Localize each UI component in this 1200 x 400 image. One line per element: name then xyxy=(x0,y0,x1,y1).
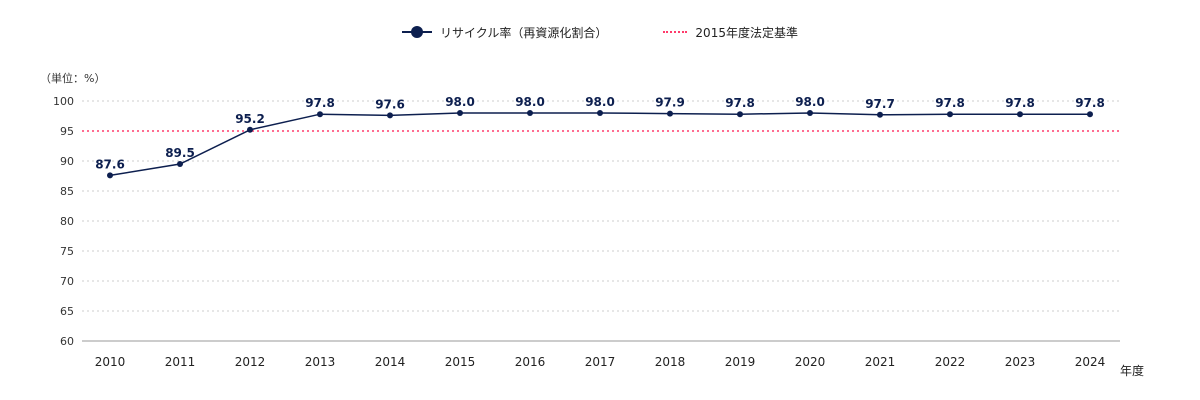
data-label: 97.9 xyxy=(655,96,685,110)
data-label: 98.0 xyxy=(585,95,615,109)
x-tick-label: 2011 xyxy=(165,355,196,369)
data-point xyxy=(1087,111,1093,118)
x-tick-label: 2017 xyxy=(585,355,616,369)
data-label: 97.8 xyxy=(725,96,755,110)
data-point xyxy=(247,126,253,133)
x-tick-label: 2023 xyxy=(1005,355,1036,369)
data-point xyxy=(457,110,463,116)
x-tick-label: 2012 xyxy=(235,355,266,369)
data-point xyxy=(597,110,603,116)
data-point xyxy=(947,111,953,118)
x-tick-label: 2018 xyxy=(655,355,686,369)
data-label: 97.8 xyxy=(935,96,965,110)
y-tick-label: 80 xyxy=(60,215,74,228)
y-tick-label: 95 xyxy=(60,125,74,138)
x-tick-label: 2016 xyxy=(515,355,546,369)
legend-item-series: リサイクル率（再資源化割合） xyxy=(402,24,607,41)
data-label: 89.5 xyxy=(165,146,195,160)
x-tick-label: 2024 xyxy=(1075,355,1106,369)
line-marker-icon xyxy=(402,26,433,38)
y-tick-label: 100 xyxy=(53,95,74,108)
data-point xyxy=(177,161,183,167)
data-label: 97.8 xyxy=(1075,96,1105,110)
data-point xyxy=(667,110,673,117)
data-point xyxy=(317,111,323,118)
data-label: 97.8 xyxy=(305,96,335,110)
x-tick-label: 2010 xyxy=(95,355,126,369)
legend: リサイクル率（再資源化割合） 2015年度法定基準 xyxy=(0,22,1200,42)
data-label: 95.2 xyxy=(235,112,265,126)
data-point xyxy=(107,172,113,179)
data-point xyxy=(737,111,743,118)
x-unit-label: 年度 xyxy=(1120,364,1145,378)
data-label: 97.8 xyxy=(1005,96,1035,110)
data-label: 87.6 xyxy=(95,157,125,171)
x-tick-label: 2021 xyxy=(865,355,896,369)
y-tick-label: 70 xyxy=(60,275,74,288)
data-label: 97.7 xyxy=(865,97,895,111)
data-label: 97.6 xyxy=(375,97,405,111)
data-point xyxy=(807,110,813,116)
y-tick-label: 90 xyxy=(60,155,74,168)
x-tick-label: 2013 xyxy=(305,355,336,369)
data-label: 98.0 xyxy=(795,95,825,109)
x-tick-label: 2019 xyxy=(725,355,756,369)
dotted-line-icon xyxy=(663,31,688,33)
data-point xyxy=(1017,111,1023,118)
y-tick-label: 85 xyxy=(60,185,74,198)
legend-item-baseline: 2015年度法定基準 xyxy=(663,24,798,41)
data-point xyxy=(527,110,533,116)
legend-series-label: リサイクル率（再資源化割合） xyxy=(440,25,608,40)
data-label: 98.0 xyxy=(515,95,545,109)
data-label: 98.0 xyxy=(445,95,475,109)
x-tick-label: 2014 xyxy=(375,355,406,369)
x-tick-label: 2020 xyxy=(795,355,826,369)
y-unit-label: （単位：%） xyxy=(40,72,106,85)
data-point xyxy=(877,111,883,118)
y-tick-label: 65 xyxy=(60,305,74,318)
x-tick-label: 2022 xyxy=(935,355,966,369)
y-tick-label: 60 xyxy=(60,335,74,348)
y-tick-label: 75 xyxy=(60,245,74,258)
x-tick-label: 2015 xyxy=(445,355,476,369)
data-point xyxy=(387,112,393,119)
legend-baseline-label: 2015年度法定基準 xyxy=(695,25,798,40)
